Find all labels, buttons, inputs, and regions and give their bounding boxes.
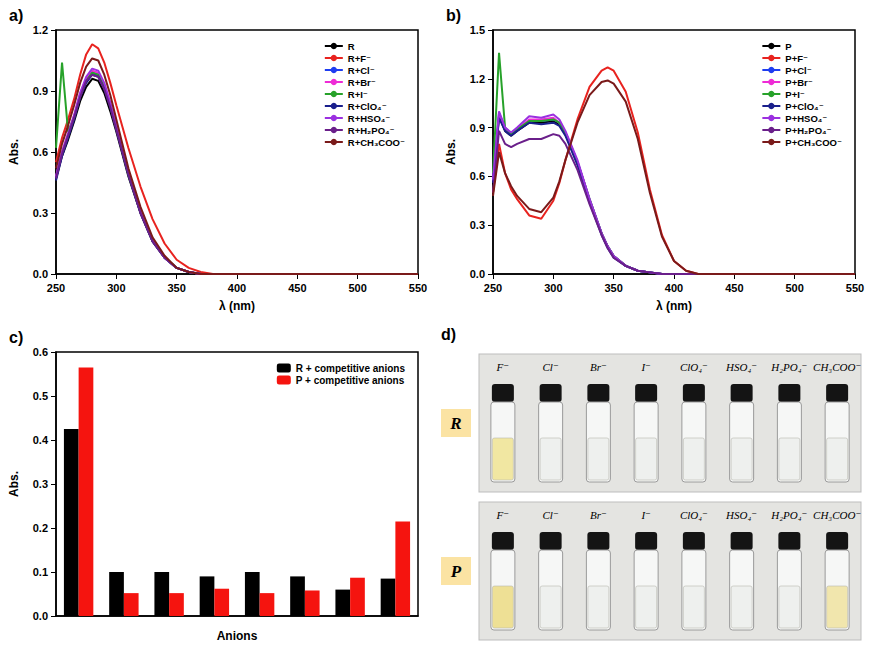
svg-text:350: 350 [167,282,185,294]
svg-text:b): b) [446,7,461,24]
svg-text:400: 400 [228,282,246,294]
svg-text:a): a) [9,7,23,24]
svg-text:P+CH₃COO⁻: P+CH₃COO⁻ [785,137,842,148]
svg-text:Cl⁻: Cl⁻ [543,509,559,521]
svg-text:ClO₄⁻: ClO₄⁻ [680,509,708,521]
svg-text:I⁻: I⁻ [640,361,651,373]
svg-text:300: 300 [544,282,562,294]
svg-text:1.2: 1.2 [33,24,48,36]
svg-text:P+F⁻: P+F⁻ [785,53,808,64]
svg-text:R + competitive anions: R + competitive anions [296,363,406,374]
svg-text:P+ClO₄⁻: P+ClO₄⁻ [785,101,823,112]
svg-text:550: 550 [409,282,427,294]
svg-text:λ (nm): λ (nm) [656,299,692,313]
svg-text:P+Cl⁻: P+Cl⁻ [785,65,811,76]
svg-text:550: 550 [846,282,864,294]
svg-text:400: 400 [665,282,683,294]
svg-text:500: 500 [785,282,803,294]
svg-text:250: 250 [484,282,502,294]
svg-text:1.5: 1.5 [470,24,485,36]
svg-text:0.3: 0.3 [33,207,48,219]
svg-text:H₂PO₄⁻: H₂PO₄⁻ [770,361,807,373]
svg-text:450: 450 [725,282,743,294]
svg-text:Abs.: Abs. [7,139,21,165]
svg-text:R: R [348,41,355,52]
svg-text:450: 450 [288,282,306,294]
svg-text:P: P [785,41,792,52]
svg-text:0.4: 0.4 [33,434,49,446]
svg-text:P+I⁻: P+I⁻ [785,89,805,100]
svg-text:c): c) [9,329,23,346]
svg-text:Anions: Anions [217,629,258,643]
svg-text:P + competitive anions: P + competitive anions [296,375,405,386]
svg-text:P+H₂PO₄⁻: P+H₂PO₄⁻ [785,125,831,136]
svg-text:0.6: 0.6 [33,146,48,158]
svg-text:0.0: 0.0 [33,610,48,622]
svg-text:CH₃COO⁻: CH₃COO⁻ [813,509,861,521]
svg-text:Br⁻: Br⁻ [590,361,607,373]
svg-text:ClO₄⁻: ClO₄⁻ [680,361,708,373]
svg-text:350: 350 [604,282,622,294]
svg-text:H₂PO₄⁻: H₂PO₄⁻ [770,509,807,521]
svg-text:R+I⁻: R+I⁻ [348,89,368,100]
svg-text:0.1: 0.1 [33,566,48,578]
svg-text:1.2: 1.2 [470,73,485,85]
svg-text:R+ClO₄⁻: R+ClO₄⁻ [348,101,387,112]
svg-text:P+HSO₄⁻: P+HSO₄⁻ [785,113,827,124]
svg-text:λ (nm): λ (nm) [219,299,255,313]
svg-text:Abs.: Abs. [7,471,21,497]
svg-text:HSO₄⁻: HSO₄⁻ [725,361,757,373]
svg-text:F⁻: F⁻ [496,509,510,521]
svg-text:R+Cl⁻: R+Cl⁻ [348,65,375,76]
svg-text:0.3: 0.3 [33,478,48,490]
svg-text:Abs.: Abs. [444,139,458,165]
svg-text:Cl⁻: Cl⁻ [543,361,559,373]
svg-text:250: 250 [47,282,65,294]
svg-text:Br⁻: Br⁻ [590,509,607,521]
svg-text:CH₃COO⁻: CH₃COO⁻ [813,361,861,373]
svg-text:0.5: 0.5 [33,390,48,402]
svg-text:I⁻: I⁻ [640,509,651,521]
svg-text:0.9: 0.9 [33,85,48,97]
svg-text:R+Br⁻: R+Br⁻ [348,77,376,88]
svg-text:P: P [450,562,462,581]
svg-text:0.9: 0.9 [470,122,485,134]
svg-text:R+F⁻: R+F⁻ [348,53,371,64]
svg-text:R+CH₃COO⁻: R+CH₃COO⁻ [348,137,405,148]
svg-text:0.6: 0.6 [33,346,48,358]
svg-text:P+Br⁻: P+Br⁻ [785,77,812,88]
svg-text:F⁻: F⁻ [496,361,510,373]
svg-text:500: 500 [348,282,366,294]
svg-text:R+H₂PO₄⁻: R+H₂PO₄⁻ [348,125,395,136]
svg-text:d): d) [441,326,456,343]
svg-text:0.2: 0.2 [33,522,48,534]
svg-text:HSO₄⁻: HSO₄⁻ [725,509,757,521]
svg-text:R+HSO₄⁻: R+HSO₄⁻ [348,113,391,124]
svg-text:0.0: 0.0 [470,268,485,280]
svg-text:0.3: 0.3 [470,219,485,231]
svg-text:R: R [449,414,461,433]
svg-text:0.0: 0.0 [33,268,48,280]
svg-text:300: 300 [107,282,125,294]
svg-text:0.6: 0.6 [470,170,485,182]
